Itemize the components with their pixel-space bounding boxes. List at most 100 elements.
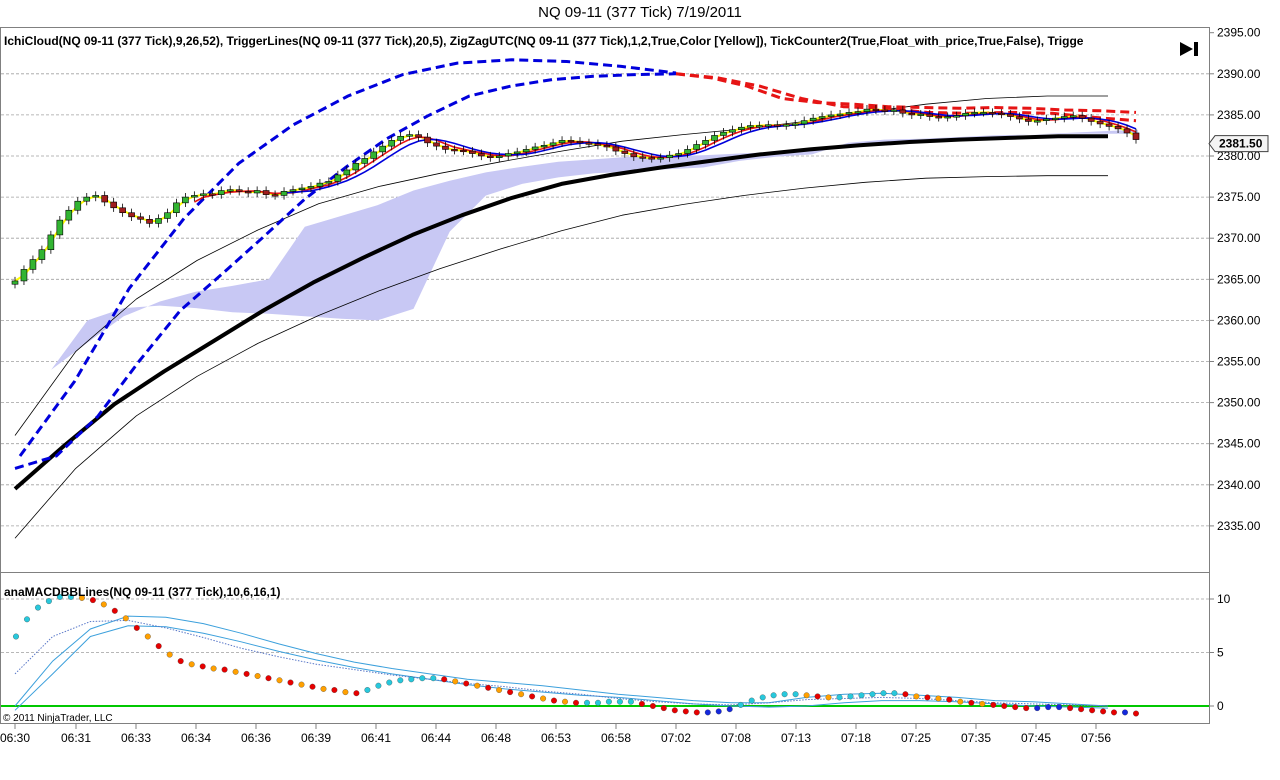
skip-forward-icon[interactable] — [1180, 42, 1198, 56]
candle-body — [442, 145, 449, 150]
candle-body — [522, 149, 530, 153]
candle-body — [747, 125, 754, 128]
candle — [1123, 124, 1131, 138]
candle-body — [29, 259, 37, 270]
candle-body — [110, 201, 117, 209]
candle-body — [280, 191, 288, 196]
macd-dot — [649, 703, 656, 709]
candle-body — [1105, 123, 1113, 127]
macd-dot — [836, 694, 843, 701]
candle — [657, 153, 664, 163]
macd-dot — [485, 684, 492, 691]
candle — [890, 105, 898, 115]
macd-dot — [375, 682, 382, 689]
macd-dot — [1023, 705, 1030, 712]
chart-canvas[interactable]: 2395.00 2390.00 2385.00 2380.00 2375.00 2370.… — [0, 26, 1280, 780]
candle — [325, 177, 333, 188]
macd-dot — [682, 708, 689, 715]
candle-body — [540, 145, 548, 148]
candle — [702, 136, 709, 149]
candle-body — [451, 149, 458, 152]
macd-dot — [342, 689, 349, 696]
candle — [379, 142, 386, 156]
candle-body — [155, 218, 162, 224]
macd-dot — [814, 693, 821, 700]
macd-dot — [562, 698, 568, 705]
macd-dot — [166, 651, 173, 658]
chart-window-title: NQ 09-11 (377 Tick) 7/19/2011 — [538, 4, 742, 21]
candle — [74, 197, 82, 215]
macd-dot — [353, 690, 360, 697]
candle — [110, 197, 117, 212]
candle-body — [1025, 118, 1032, 122]
macd-dot — [627, 698, 634, 705]
candle-body — [20, 269, 28, 282]
candle — [576, 137, 584, 147]
candle-body — [899, 109, 907, 114]
candle — [155, 214, 162, 228]
candle — [83, 192, 91, 206]
candle-body — [756, 125, 763, 128]
macd-dot — [902, 691, 909, 698]
macd-dot — [419, 675, 426, 682]
candle-body — [612, 146, 620, 152]
time-axis-label: 06:31 — [61, 731, 91, 745]
macd-dot — [573, 699, 579, 706]
candle — [469, 146, 476, 158]
candle-body — [720, 131, 727, 136]
candle-body — [217, 190, 225, 195]
candle-body — [729, 129, 736, 133]
candle — [989, 108, 996, 118]
candle-body — [693, 144, 700, 150]
candle-body — [684, 149, 691, 154]
candle-body — [675, 153, 682, 156]
macd-dot — [89, 597, 96, 604]
candle-body — [262, 190, 270, 195]
candle — [370, 147, 378, 163]
macd-dot — [1045, 704, 1052, 711]
candle-body — [926, 113, 934, 117]
candle — [406, 130, 413, 141]
macd-dot — [869, 691, 876, 698]
candle-body — [513, 151, 521, 154]
candle — [280, 187, 288, 200]
candle-body — [298, 187, 306, 191]
candle — [980, 108, 987, 117]
candle — [639, 152, 647, 162]
macd-dot — [474, 682, 481, 689]
time-axis-label: 06:58 — [601, 731, 631, 745]
candle — [1105, 119, 1113, 131]
fast-trigger-red-line — [194, 109, 1137, 203]
candle — [935, 112, 943, 122]
candle-body — [800, 120, 808, 125]
macd-dot — [210, 665, 217, 672]
candle — [56, 216, 64, 240]
macd-axis-ticks: 10 5 0 — [1209, 592, 1231, 713]
macd-dot — [309, 683, 316, 690]
candle — [1096, 117, 1104, 129]
macd-dot — [759, 694, 766, 701]
time-axis-label: 07:02 — [661, 731, 691, 745]
candle — [531, 142, 539, 154]
macd-dot — [847, 693, 854, 700]
macd-dot — [111, 607, 118, 614]
macd-dot — [1034, 705, 1041, 712]
macd-dot — [78, 594, 85, 601]
macd-dot — [704, 709, 711, 716]
macd-dot — [605, 698, 612, 705]
candle-body — [639, 156, 647, 159]
candle — [899, 105, 907, 118]
candle-body — [765, 124, 772, 127]
macd-lower-band — [14, 625, 1109, 711]
macd-dot — [496, 687, 503, 693]
candle — [567, 136, 575, 146]
macd-dot — [287, 679, 294, 686]
macd-dot — [100, 601, 107, 608]
candle-body — [549, 142, 557, 146]
candle — [307, 182, 315, 193]
candle-body — [424, 136, 431, 144]
macd-dot — [968, 699, 975, 706]
candle — [101, 191, 108, 207]
candle — [1051, 114, 1059, 124]
candle-body — [567, 140, 575, 143]
